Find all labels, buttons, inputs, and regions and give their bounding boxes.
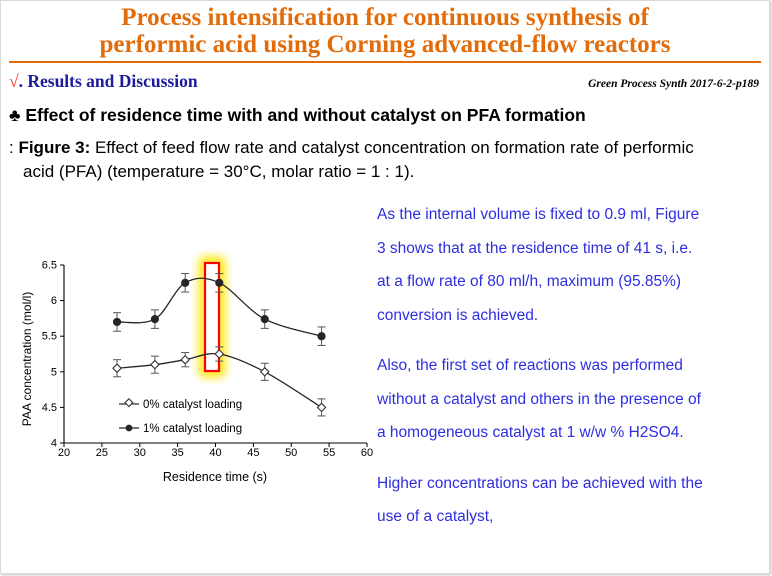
svg-text:4.5: 4.5 bbox=[42, 402, 57, 414]
svg-text:30: 30 bbox=[134, 447, 146, 459]
svg-text:55: 55 bbox=[323, 447, 335, 459]
svg-text:6.5: 6.5 bbox=[42, 260, 57, 272]
svg-text:45: 45 bbox=[247, 447, 259, 459]
svg-text:0% catalyst loading: 0% catalyst loading bbox=[143, 399, 242, 411]
svg-text:5.5: 5.5 bbox=[42, 331, 57, 343]
svg-text:5: 5 bbox=[51, 366, 57, 378]
svg-text:Residence time (s): Residence time (s) bbox=[163, 470, 267, 484]
svg-text:4: 4 bbox=[51, 438, 57, 450]
svg-text:6: 6 bbox=[51, 295, 57, 307]
svg-text:25: 25 bbox=[96, 447, 108, 459]
svg-text:35: 35 bbox=[171, 447, 183, 459]
svg-text:40: 40 bbox=[209, 447, 221, 459]
svg-text:60: 60 bbox=[361, 447, 373, 459]
svg-text:1% catalyst loading: 1% catalyst loading bbox=[143, 423, 242, 435]
svg-text:20: 20 bbox=[58, 447, 70, 459]
svg-text:PAA concentration (mol/l): PAA concentration (mol/l) bbox=[20, 292, 34, 427]
svg-text:50: 50 bbox=[285, 447, 297, 459]
